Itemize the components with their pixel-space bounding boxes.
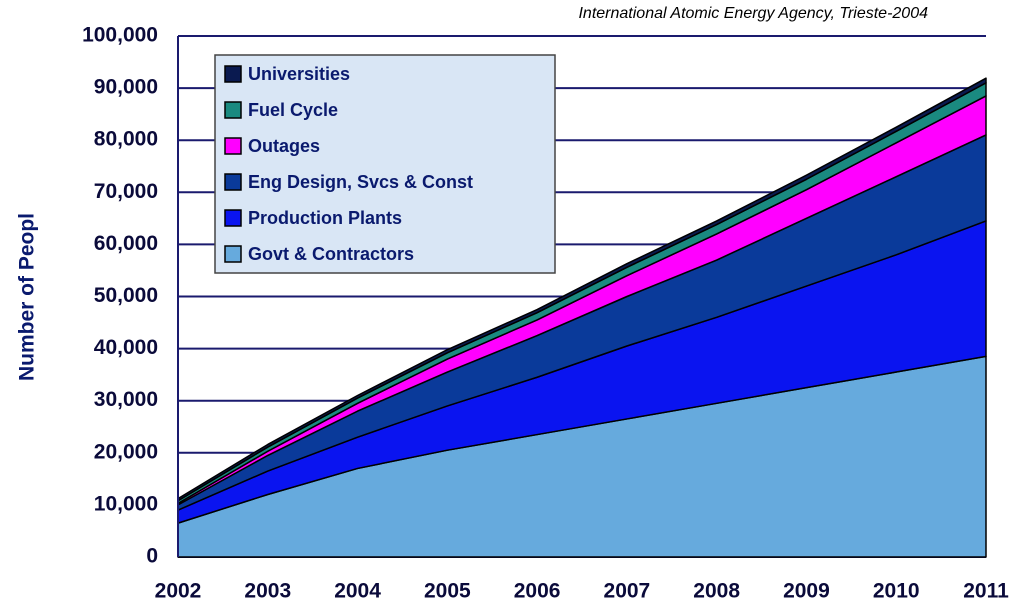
y-tick-label: 90,000 bbox=[94, 76, 158, 99]
x-tick-label: 2005 bbox=[424, 580, 471, 603]
x-tick-label: 2003 bbox=[244, 580, 291, 603]
legend-label: Govt & Contractors bbox=[248, 244, 414, 264]
x-tick-label: 2007 bbox=[604, 580, 651, 603]
legend-swatch bbox=[224, 209, 242, 227]
x-tick-label: 2002 bbox=[155, 580, 202, 603]
legend-label: Fuel Cycle bbox=[248, 100, 338, 120]
x-tick-label: 2004 bbox=[334, 580, 381, 603]
x-tick-label: 2008 bbox=[693, 580, 740, 603]
y-tick-label: 100,000 bbox=[82, 24, 158, 47]
legend-label: Outages bbox=[248, 136, 320, 156]
legend-swatch bbox=[224, 101, 242, 119]
x-tick-label: 2006 bbox=[514, 580, 561, 603]
y-tick-label: 20,000 bbox=[94, 440, 158, 463]
legend-swatch bbox=[224, 65, 242, 83]
legend-label: Universities bbox=[248, 64, 350, 84]
x-tick-label: 2009 bbox=[783, 580, 830, 603]
legend-swatch bbox=[224, 245, 242, 263]
legend-swatch bbox=[224, 137, 242, 155]
x-tick-label: 2010 bbox=[873, 580, 920, 603]
y-tick-label: 50,000 bbox=[94, 284, 158, 307]
y-tick-label: 10,000 bbox=[94, 492, 158, 515]
legend-label: Eng Design, Svcs & Const bbox=[248, 172, 473, 192]
y-tick-label: 60,000 bbox=[94, 232, 158, 255]
legend-label: Production Plants bbox=[248, 208, 402, 228]
y-tick-label: 40,000 bbox=[94, 336, 158, 359]
area bbox=[177, 77, 987, 502]
annotation: International Atomic Energy Agency, Trie… bbox=[578, 5, 928, 22]
y-axis-label: Number of Peopl bbox=[16, 213, 39, 381]
legend-swatch bbox=[224, 173, 242, 191]
y-tick-label: 80,000 bbox=[94, 128, 158, 151]
y-tick-label: 0 bbox=[146, 545, 158, 568]
y-tick-label: 70,000 bbox=[94, 180, 158, 203]
x-tick-label: 2011 bbox=[963, 580, 1009, 603]
y-tick-label: 30,000 bbox=[94, 388, 158, 411]
legend-box bbox=[214, 54, 556, 274]
